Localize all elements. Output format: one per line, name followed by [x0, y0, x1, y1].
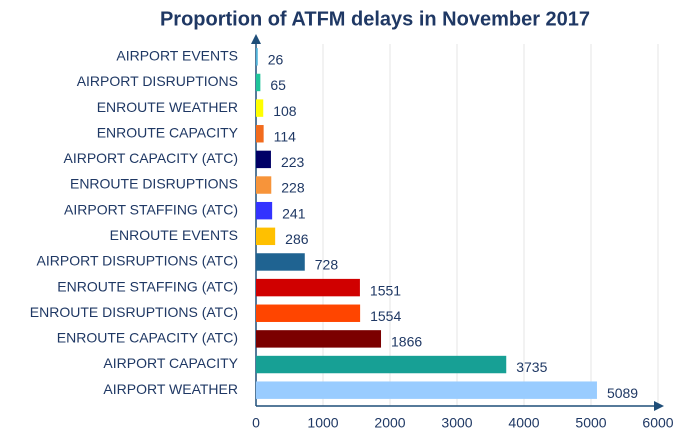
y-tick-label: AIRPORT CAPACITY (ATC)	[63, 150, 238, 166]
bar	[256, 304, 361, 322]
data-label: 228	[281, 180, 305, 196]
data-label: 114	[274, 128, 297, 144]
data-label: 26	[268, 52, 284, 68]
bar	[256, 201, 273, 220]
bar	[256, 330, 382, 348]
y-tick-label: AIRPORT EVENTS	[116, 48, 238, 64]
y-tick-label: AIRPORT STAFFING (ATC)	[64, 201, 238, 217]
data-label: 241	[282, 205, 306, 221]
chart-title: Proportion of ATFM delays in November 20…	[160, 8, 590, 30]
y-tick-label: ENROUTE EVENTS	[110, 227, 238, 243]
data-label: 223	[281, 154, 305, 170]
data-label: 5089	[607, 385, 638, 401]
y-tick-label: ENROUTE CAPACITY (ATC)	[57, 330, 238, 346]
data-label: 108	[273, 103, 297, 119]
x-tick-label: 4000	[508, 415, 539, 431]
y-tick-label: AIRPORT DISRUPTIONS (ATC)	[37, 253, 238, 269]
bar	[256, 99, 264, 117]
data-label: 1551	[370, 282, 401, 298]
bar	[256, 355, 507, 374]
x-tick-label: 6000	[642, 415, 673, 431]
data-label: 1554	[370, 308, 401, 324]
bar	[256, 48, 258, 66]
data-label: 3735	[516, 359, 547, 375]
y-tick-label: ENROUTE DISRUPTIONS (ATC)	[30, 304, 238, 320]
x-tick-label: 0	[252, 415, 260, 431]
x-tick-label: 1000	[307, 415, 338, 431]
y-tick-label: ENROUTE WEATHER	[97, 99, 238, 115]
bar	[256, 278, 360, 297]
y-tick-label: AIRPORT WEATHER	[103, 381, 238, 397]
y-tick-label: ENROUTE CAPACITY	[97, 124, 239, 140]
y-tick-label: AIRPORT CAPACITY	[103, 355, 238, 371]
y-tick-label: ENROUTE DISRUPTIONS	[70, 176, 238, 192]
y-axis-arrow	[251, 34, 261, 44]
data-label: 65	[270, 77, 286, 93]
bar	[256, 125, 264, 143]
bar	[256, 73, 261, 92]
bar	[256, 150, 271, 169]
data-label: 286	[285, 231, 309, 247]
x-tick-label: 3000	[441, 415, 472, 431]
y-tick-label: AIRPORT DISRUPTIONS	[77, 73, 238, 89]
bar	[256, 253, 305, 271]
data-label: 1866	[391, 334, 422, 350]
x-tick-label: 2000	[374, 415, 405, 431]
y-tick-label: ENROUTE STAFFING (ATC)	[57, 278, 238, 294]
data-label: 728	[315, 257, 339, 273]
x-axis-arrow	[654, 401, 664, 411]
bar	[256, 176, 272, 194]
x-tick-label: 5000	[575, 415, 606, 431]
bar	[256, 227, 276, 246]
bar	[256, 381, 597, 399]
